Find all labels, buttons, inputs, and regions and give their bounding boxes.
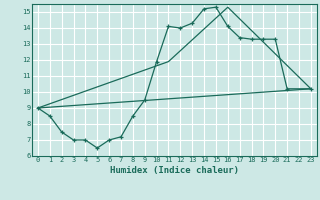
X-axis label: Humidex (Indice chaleur): Humidex (Indice chaleur) bbox=[110, 166, 239, 175]
